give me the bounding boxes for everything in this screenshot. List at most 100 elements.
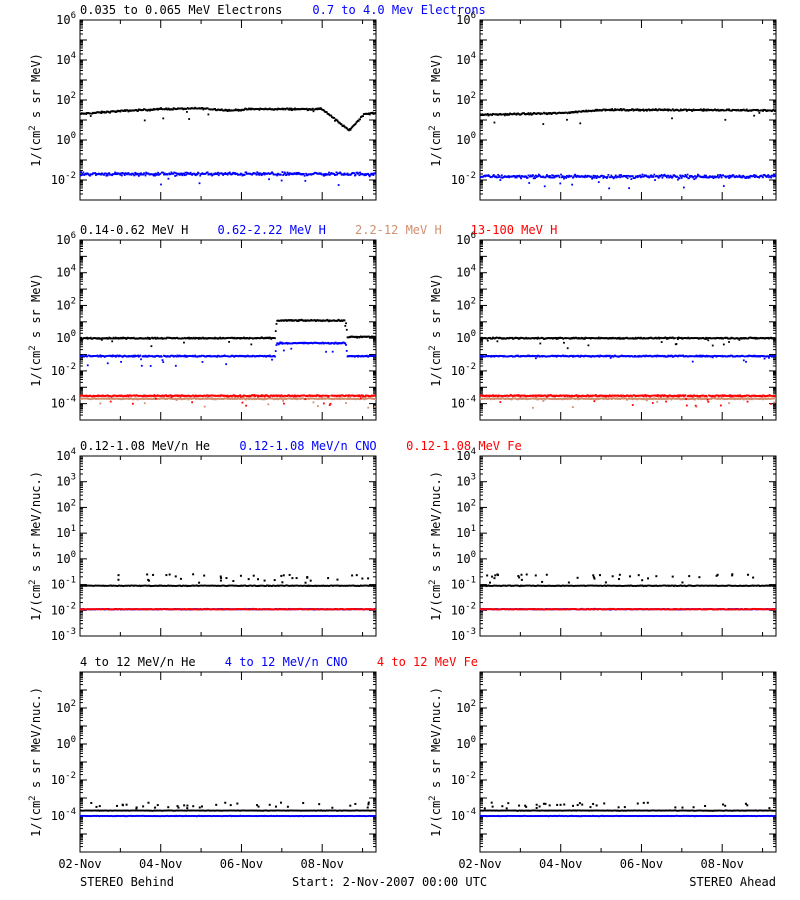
data-point	[534, 357, 537, 360]
data-point	[200, 354, 203, 357]
data-point	[758, 112, 761, 114]
data-point	[140, 358, 142, 361]
y-tick-label: 100	[56, 329, 76, 345]
data-point	[739, 175, 742, 178]
data-point	[753, 114, 756, 117]
data-point	[562, 337, 565, 340]
data-point	[257, 173, 259, 176]
data-point	[608, 354, 611, 357]
data-point	[142, 109, 145, 111]
data-point	[671, 117, 673, 120]
data-point	[135, 109, 138, 111]
data-point	[546, 174, 548, 176]
data-point	[316, 398, 319, 400]
y-tick-label: 10-2	[51, 171, 76, 187]
data-point	[100, 110, 103, 113]
data-point	[98, 397, 101, 400]
legend-entry: 0.14-0.62 MeV H	[80, 223, 188, 237]
data-point	[254, 172, 257, 175]
data-point	[571, 355, 574, 358]
data-point	[705, 338, 708, 340]
data-point	[338, 397, 341, 400]
data-point	[724, 175, 727, 178]
data-point	[774, 174, 776, 177]
data-point	[536, 355, 539, 358]
data-point	[187, 107, 190, 110]
data-point	[152, 395, 155, 397]
data-point	[137, 175, 140, 177]
data-point	[731, 175, 733, 178]
data-point	[237, 108, 239, 111]
data-point	[569, 398, 572, 401]
data-point	[711, 355, 713, 358]
data-point	[303, 174, 306, 177]
data-point	[630, 178, 633, 181]
data-point	[114, 171, 117, 174]
data-point	[371, 172, 374, 175]
data-point	[149, 109, 151, 112]
data-point	[620, 174, 622, 176]
data-point	[533, 175, 536, 178]
data-point	[723, 109, 726, 112]
data-point	[744, 355, 747, 358]
data-point	[295, 173, 298, 176]
data-point	[183, 172, 185, 175]
data-point	[608, 187, 611, 190]
data-point	[756, 108, 759, 111]
data-point	[562, 176, 565, 178]
data-point	[174, 354, 176, 357]
data-point	[627, 174, 630, 177]
data-point	[487, 174, 490, 177]
series-2-2-12-mev-h	[80, 397, 376, 409]
data-point	[100, 173, 102, 176]
data-point	[258, 174, 261, 176]
data-point	[545, 175, 548, 178]
data-point	[100, 337, 102, 340]
data-point	[597, 181, 600, 184]
data-point	[285, 341, 288, 344]
data-point	[591, 177, 594, 180]
y-tick-label: 102	[56, 91, 76, 107]
data-point	[774, 109, 776, 112]
data-point	[575, 176, 578, 178]
data-point	[693, 178, 696, 181]
data-point	[699, 354, 702, 357]
data-point	[519, 176, 522, 179]
series-0-035-to-0-065-mev-electrons	[80, 106, 376, 132]
y-tick-label: 10-4	[451, 395, 476, 411]
data-point	[322, 109, 325, 112]
y-axis-label: 1/(cm2 s sr MeV)	[28, 53, 43, 167]
data-point	[278, 342, 281, 345]
data-point	[763, 173, 766, 176]
data-point	[305, 172, 307, 175]
data-point	[666, 355, 669, 358]
data-point	[343, 319, 346, 322]
data-point	[508, 113, 511, 116]
data-point	[717, 108, 719, 111]
data-point	[326, 318, 329, 321]
data-point	[595, 177, 598, 180]
data-point	[680, 336, 683, 339]
data-point	[111, 355, 114, 358]
data-point	[665, 176, 668, 179]
data-point	[706, 337, 709, 339]
data-point	[276, 174, 279, 177]
data-point	[120, 360, 122, 363]
data-points	[80, 106, 376, 186]
data-point	[670, 175, 673, 178]
data-point	[203, 405, 206, 408]
data-point	[213, 398, 216, 401]
data-point	[752, 175, 755, 178]
data-point	[107, 337, 110, 340]
data-point	[99, 354, 102, 357]
data-point	[154, 397, 157, 400]
data-point	[276, 395, 279, 398]
data-point	[103, 173, 105, 176]
data-point	[297, 173, 299, 175]
data-point	[531, 397, 534, 400]
data-point	[206, 398, 208, 400]
data-point	[645, 108, 648, 111]
data-point	[500, 174, 503, 177]
data-point	[311, 107, 314, 110]
data-point	[322, 394, 324, 397]
